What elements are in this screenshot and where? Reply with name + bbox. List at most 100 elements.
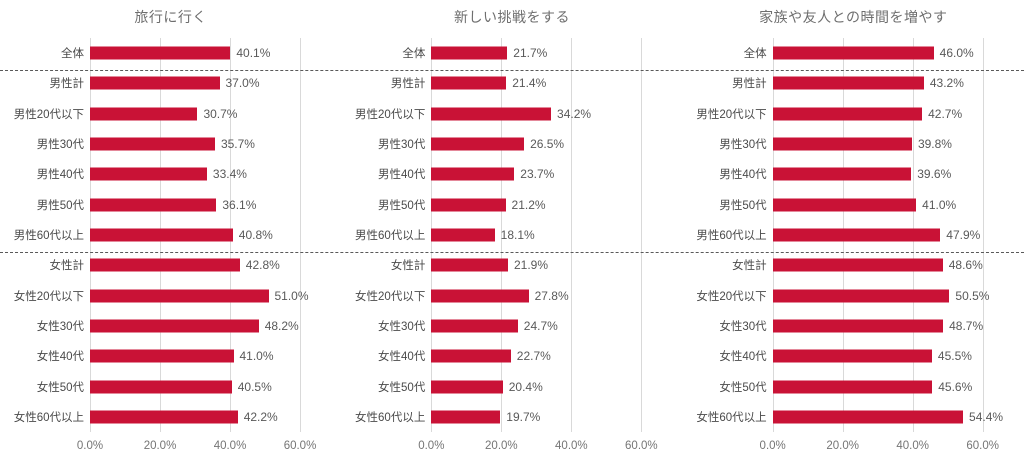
value-label: 54.4% (969, 409, 1004, 424)
chart-title: 旅行に行く (134, 9, 207, 25)
category-label: 男性50代 (36, 199, 84, 212)
category-label: 男性40代 (378, 169, 426, 182)
category-label: 男性20代以下 (696, 108, 767, 121)
bar (772, 380, 933, 394)
category-label: 全体 (402, 48, 426, 61)
category-label: 男性50代 (719, 199, 767, 212)
value-label: 39.8% (917, 137, 952, 152)
bar-row: 全体 46.0% (683, 38, 1024, 68)
category-label: 男性計 (49, 78, 85, 91)
x-axis: 0.0% 20.0% 40.0% 60.0% (0, 432, 341, 462)
row-plot: 24.7% (431, 311, 682, 341)
row-plot: 34.2% (431, 99, 682, 129)
value-label: 40.5% (237, 379, 272, 394)
bar-row: 女性50代 40.5% (0, 371, 341, 401)
bar-row: 女性40代 45.5% (683, 341, 1024, 371)
value-label: 21.9% (513, 258, 548, 273)
bar-row: 女性30代 48.2% (0, 311, 341, 341)
bar-row: 女性20代以下 27.8% (341, 281, 682, 311)
value-label: 26.5% (530, 137, 565, 152)
row-plot: 51.0% (90, 281, 341, 311)
bar (772, 349, 932, 363)
category-label: 全体 (743, 48, 767, 61)
value-label: 48.2% (264, 318, 299, 333)
value-label: 19.7% (506, 409, 541, 424)
value-label: 34.2% (557, 106, 592, 121)
row-plot: 20.4% (431, 371, 682, 401)
bar-row: 男性30代 35.7% (0, 129, 341, 159)
row-plot: 40.8% (90, 220, 341, 250)
category-label: 全体 (61, 48, 84, 61)
bar-row: 女性計 42.8% (0, 250, 341, 280)
bar (772, 137, 912, 151)
row-plot: 39.8% (772, 129, 1024, 159)
bar (772, 167, 912, 181)
category-label: 男性40代 (36, 169, 84, 182)
bar-row: 男性50代 36.1% (0, 190, 341, 220)
value-label: 37.0% (225, 76, 260, 91)
value-label: 21.2% (511, 197, 546, 212)
category-label: 男性30代 (378, 139, 426, 152)
value-label: 41.0% (922, 197, 957, 212)
bar-row: 男性30代 39.8% (683, 129, 1024, 159)
value-label: 36.1% (222, 197, 257, 212)
row-plot: 54.4% (772, 402, 1024, 432)
chart-panel-travel: 旅行に行く 全体 40.1% 男性計 37.0% 男性20代以下 30.7% 男性30代 35… (0, 0, 341, 462)
chart-title: 家族や友人との時間を増やす (759, 9, 948, 25)
value-label: 24.7% (523, 318, 558, 333)
bar-row: 女性20代以下 50.5% (683, 281, 1024, 311)
bar-row: 女性40代 41.0% (0, 341, 341, 371)
bar-row: 男性20代以下 30.7% (0, 99, 341, 129)
bar-rows: 全体 40.1% 男性計 37.0% 男性20代以下 30.7% 男性30代 35.7% 男性4… (0, 38, 341, 432)
category-label: 男性計 (732, 78, 767, 91)
bar-row: 女性20代以下 51.0% (0, 281, 341, 311)
bar-row: 女性60代以上 54.4% (683, 402, 1024, 432)
bar (90, 228, 233, 242)
value-label: 21.7% (513, 46, 548, 61)
row-plot: 46.0% (772, 38, 1024, 68)
bar (90, 319, 259, 333)
value-label: 42.7% (928, 106, 963, 121)
bar (431, 380, 503, 394)
bar-row: 男性計 21.4% (341, 68, 682, 98)
row-plot: 42.8% (90, 250, 341, 280)
bar-rows: 全体 21.7% 男性計 21.4% 男性20代以下 34.2% 男性30代 26.5% 男性4… (341, 38, 682, 432)
category-label: 男性40代 (719, 169, 767, 182)
bar (431, 349, 511, 363)
bar-row: 女性計 48.6% (683, 250, 1024, 280)
bar-row: 男性40代 39.6% (683, 159, 1024, 189)
row-plot: 41.0% (90, 341, 341, 371)
gridline (982, 38, 984, 432)
x-tick-label: 60.0% (625, 440, 658, 452)
value-label: 23.7% (520, 167, 555, 182)
value-label: 30.7% (203, 106, 238, 121)
category-label: 女性30代 (378, 320, 426, 333)
bar-row: 女性30代 48.7% (683, 311, 1024, 341)
row-plot: 42.7% (772, 99, 1024, 129)
bar-row: 男性60代以上 18.1% (341, 220, 682, 250)
chart-panel-new-challenge: 新しい挑戦をする 全体 21.7% 男性計 21.4% 男性20代以下 34.2% 男性30… (341, 0, 682, 462)
category-label: 女性計 (732, 260, 767, 273)
category-label: 男性30代 (719, 139, 767, 152)
row-plot: 45.5% (772, 341, 1024, 371)
row-plot: 22.7% (431, 341, 682, 371)
category-label: 女性30代 (719, 320, 767, 333)
bar-rows: 全体 46.0% 男性計 43.2% 男性20代以下 42.7% 男性30代 39.8% 男性4… (683, 38, 1024, 432)
bar-row: 男性50代 41.0% (683, 190, 1024, 220)
gridline (571, 38, 573, 432)
category-label: 女性60代以上 (13, 411, 84, 424)
value-label: 40.1% (236, 46, 271, 61)
bar-row: 男性30代 26.5% (341, 129, 682, 159)
bar (431, 410, 501, 424)
bar (90, 76, 220, 90)
bar-row: 女性計 21.9% (341, 250, 682, 280)
category-label: 女性30代 (36, 320, 84, 333)
bar (90, 380, 232, 394)
chart-body: 全体 46.0% 男性計 43.2% 男性20代以下 42.7% 男性30代 39.8% 男性4… (683, 38, 1024, 462)
bar-row: 男性20代以下 34.2% (341, 99, 682, 129)
x-tick-label: 60.0% (283, 440, 317, 452)
bar (772, 198, 917, 212)
bar-row: 男性20代以下 42.7% (683, 99, 1024, 129)
row-plot: 43.2% (772, 68, 1024, 98)
bar (90, 167, 207, 181)
